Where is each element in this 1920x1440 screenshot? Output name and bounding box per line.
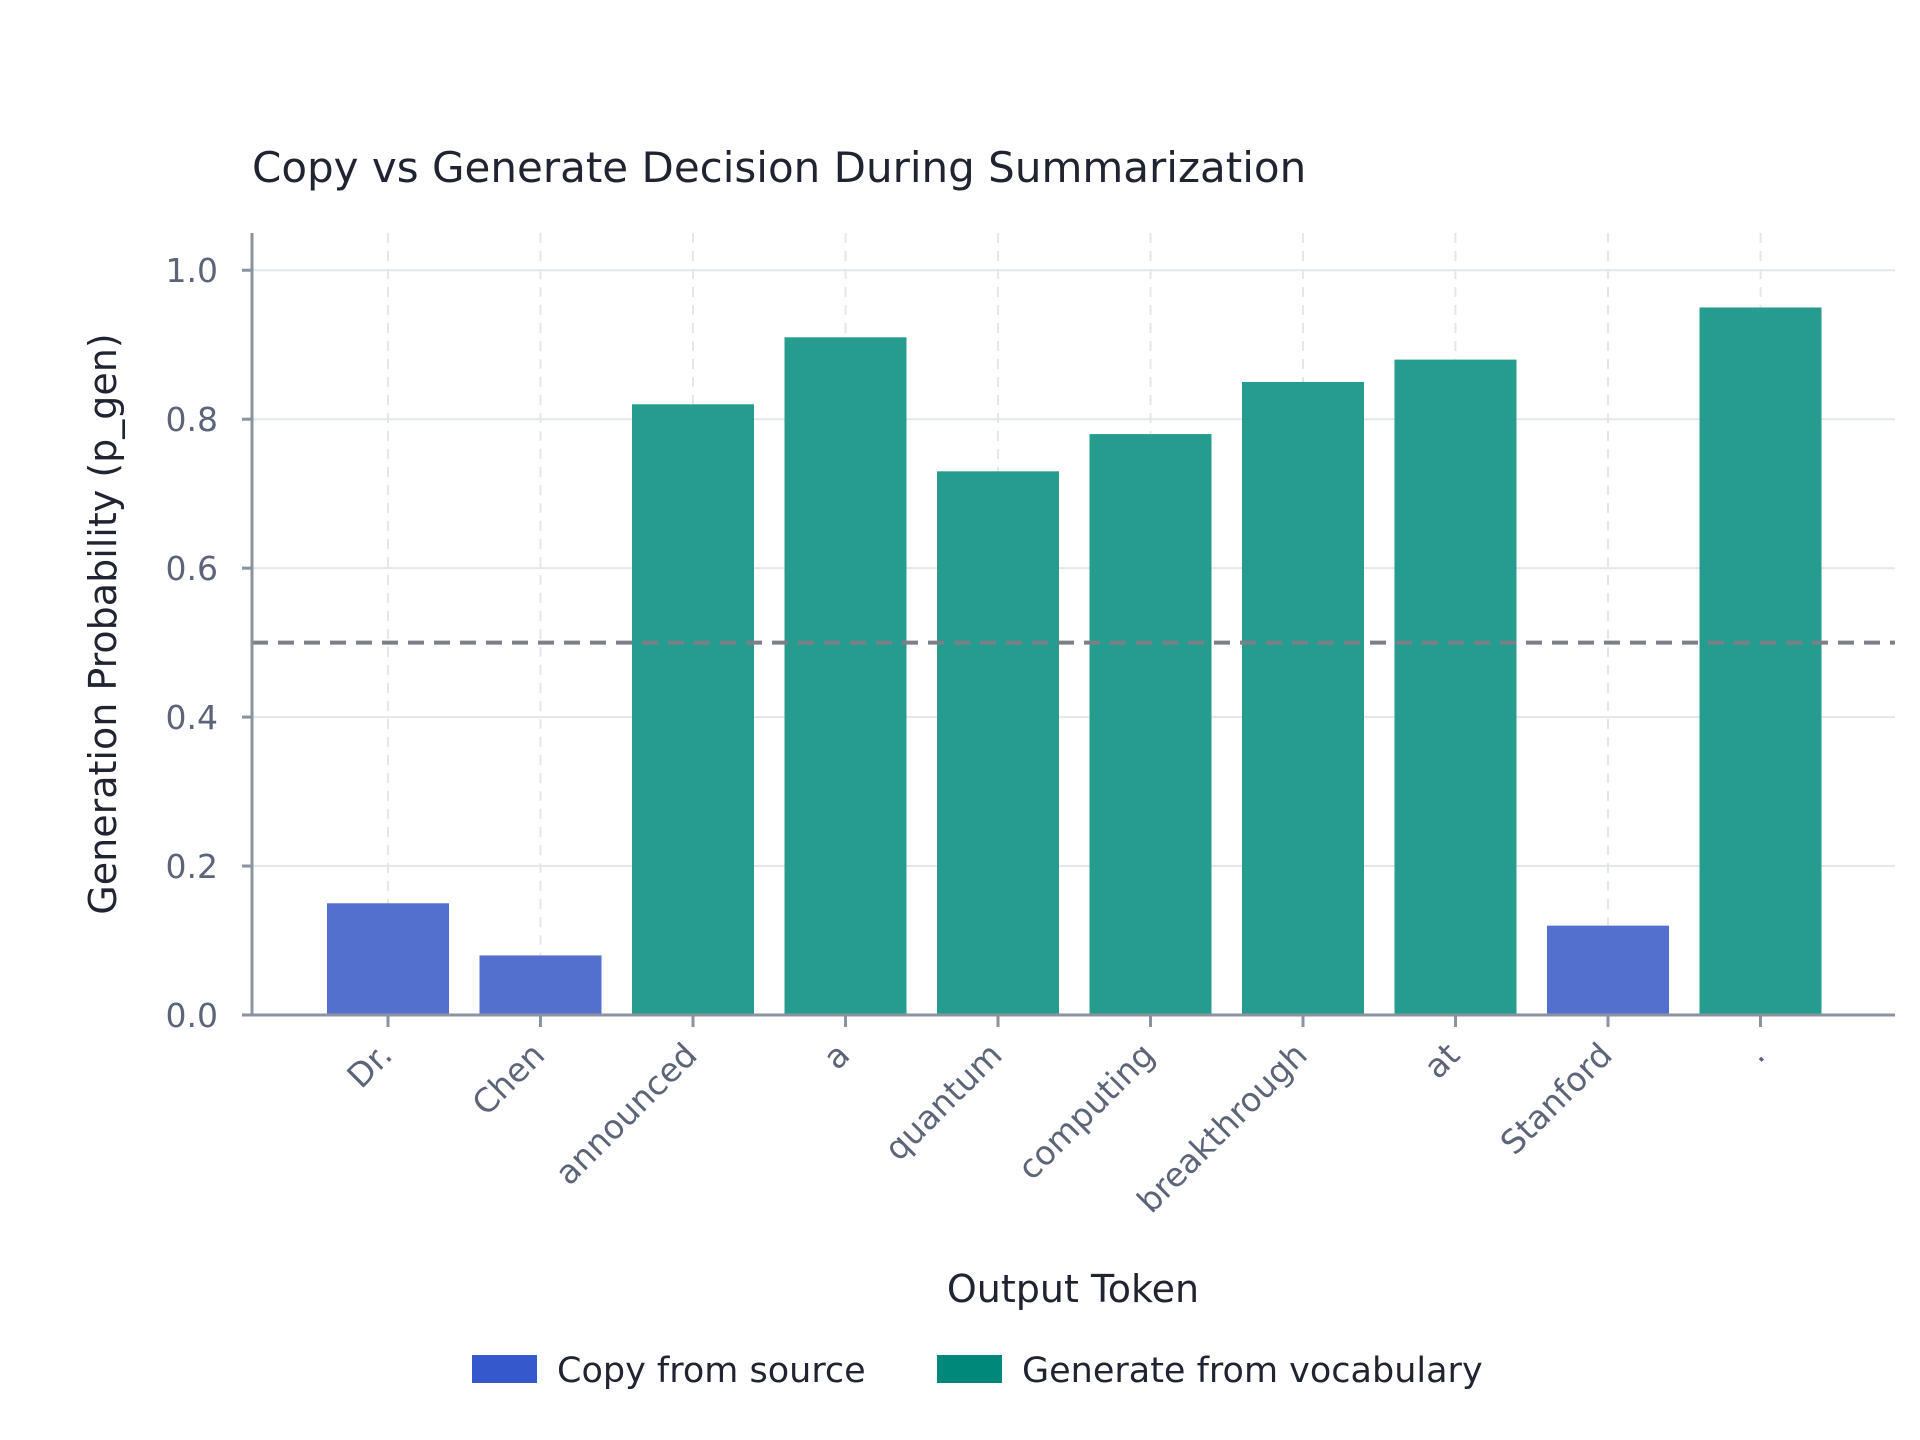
x-tick-label: quantum <box>877 1035 1010 1168</box>
legend-label-copy: Copy from source <box>557 1351 866 1391</box>
y-tick-label: 1.0 <box>166 251 218 290</box>
legend: Copy from source Generate from vocabulary <box>472 1351 1483 1391</box>
bar-copy <box>327 903 449 1015</box>
bar-generate <box>1242 381 1364 1015</box>
y-tick-label: 0.4 <box>166 698 218 737</box>
y-ticks: 0.0 0.2 0.4 0.6 0.8 1.0 <box>166 251 252 1035</box>
x-tick-label: Chen <box>464 1035 552 1123</box>
bar-generate <box>1394 359 1517 1016</box>
y-tick-label: 0.0 <box>166 996 218 1035</box>
y-axis-label: Generation Probability (p_gen) <box>81 333 125 914</box>
x-tick-label: a <box>815 1035 857 1077</box>
grid-lines <box>252 233 1895 1016</box>
legend-swatch-copy <box>472 1355 537 1383</box>
y-tick-label: 0.8 <box>166 400 218 439</box>
x-tick-label: Dr. <box>339 1035 399 1095</box>
axes <box>250 233 1895 1017</box>
bar-generate <box>1089 434 1212 1016</box>
bars <box>327 307 1822 1016</box>
bar-copy <box>479 955 602 1015</box>
x-tick-label: announced <box>547 1035 704 1192</box>
y-tick-label: 0.6 <box>166 549 218 588</box>
y-tick-label: 0.2 <box>166 847 218 886</box>
bar-generate <box>1699 307 1822 1015</box>
legend-label-generate: Generate from vocabulary <box>1022 1351 1483 1391</box>
x-tick-label: computing <box>1010 1035 1162 1187</box>
bar-copy <box>1547 925 1669 1015</box>
x-tick-label: at <box>1416 1035 1467 1086</box>
x-tick-label: Stanford <box>1493 1035 1620 1162</box>
bar-generate <box>784 337 907 1015</box>
x-axis-label: Output Token <box>947 1267 1199 1311</box>
bar-generate <box>632 404 754 1015</box>
chart-title: Copy vs Generate Decision During Summari… <box>252 143 1306 192</box>
x-tick-label: . <box>1737 1035 1772 1070</box>
legend-swatch-generate <box>937 1355 1002 1383</box>
bar-generate <box>937 471 1059 1015</box>
